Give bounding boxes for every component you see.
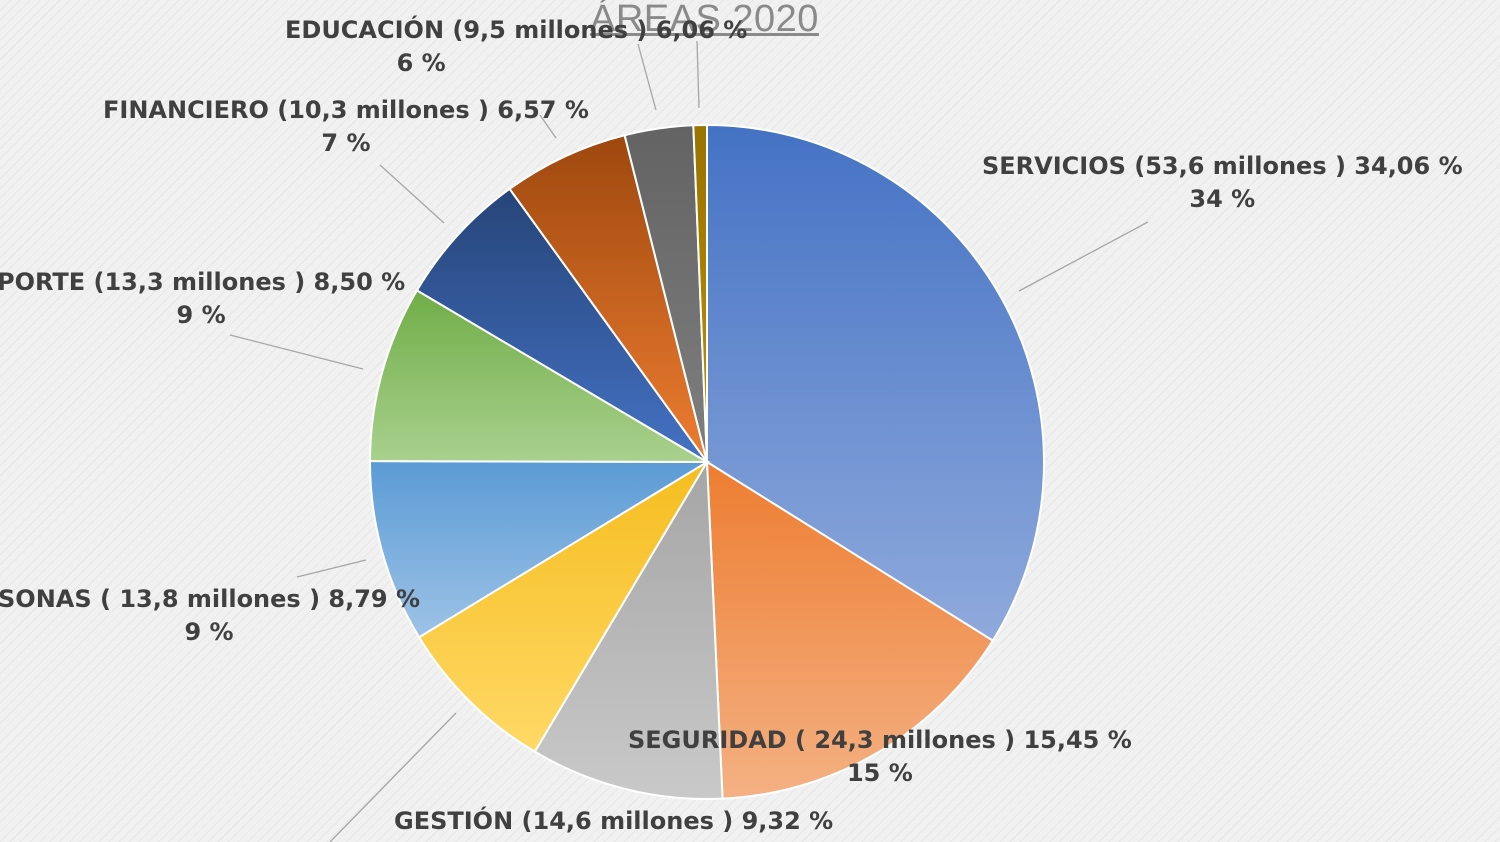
label-transporte-pct: 9 %	[176, 301, 226, 329]
label-financiero-pct: 7 %	[321, 129, 371, 157]
label-servicios: SERVICIOS (53,6 millones ) 34,06 % 34 %	[982, 150, 1463, 216]
leader-line-gestion	[329, 712, 457, 842]
label-personas: SONAS ( 13,8 millones ) 8,79 % 9 %	[0, 583, 420, 649]
pie-slice-personas	[368, 460, 711, 639]
label-gestion-text: GESTIÓN (14,6 millones ) 9,32 %	[394, 807, 834, 835]
pie-slices	[368, 123, 1045, 801]
leader-line-educacion-c	[539, 114, 557, 139]
label-transporte-text: PORTE (13,3 millones ) 8,50 %	[0, 268, 406, 296]
label-seguridad-pct: 15 %	[846, 759, 913, 787]
pie-slice-gestion	[533, 458, 724, 801]
pie-slice-financiero	[415, 187, 708, 463]
leader-line-transporte	[229, 334, 364, 370]
label-seguridad-text: SEGURIDAD ( 24,3 millones ) 15,45 %	[628, 726, 1132, 754]
chart-title: ÁREAS 2020	[590, 0, 819, 40]
pie-slice-educacion	[508, 134, 708, 463]
leader-line-educacion-a	[637, 43, 657, 111]
pie-slice-transporte	[368, 289, 711, 464]
label-servicios-text: SERVICIOS (53,6 millones ) 34,06 %	[982, 152, 1463, 180]
label-personas-text: SONAS ( 13,8 millones ) 8,79 %	[0, 585, 421, 613]
label-financiero: FINANCIERO (10,3 millones ) 6,57 % 7 %	[103, 94, 589, 160]
label-gestion: GESTIÓN (14,6 millones ) 9,32 %	[394, 805, 833, 838]
pie-slice-unlabeled	[417, 461, 708, 754]
leader-line-servicios	[1018, 221, 1149, 292]
label-seguridad: SEGURIDAD ( 24,3 millones ) 15,45 % 15 %	[628, 724, 1132, 790]
label-educacion-text: EDUCACIÓN (9,5 millones ) 6,06 %	[285, 16, 748, 44]
pie-slice-gold	[692, 123, 708, 463]
label-transporte: PORTE (13,3 millones ) 8,50 % 9 %	[0, 266, 405, 332]
label-servicios-pct: 34 %	[1189, 185, 1256, 213]
pie-slice-servicios	[706, 123, 1045, 642]
pie-slice-seguridad	[705, 460, 995, 800]
leader-line-educacion-b	[696, 40, 700, 109]
label-financiero-text: FINANCIERO (10,3 millones ) 6,57 %	[103, 96, 589, 124]
label-personas-pct: 9 %	[184, 618, 234, 646]
leader-line-personas	[296, 559, 367, 578]
label-educacion-pct: 6 %	[396, 49, 446, 77]
leader-lines	[229, 40, 1149, 842]
label-educacion: EDUCACIÓN (9,5 millones ) 6,06 % 6 %	[285, 14, 747, 80]
leader-line-financiero	[379, 164, 445, 224]
